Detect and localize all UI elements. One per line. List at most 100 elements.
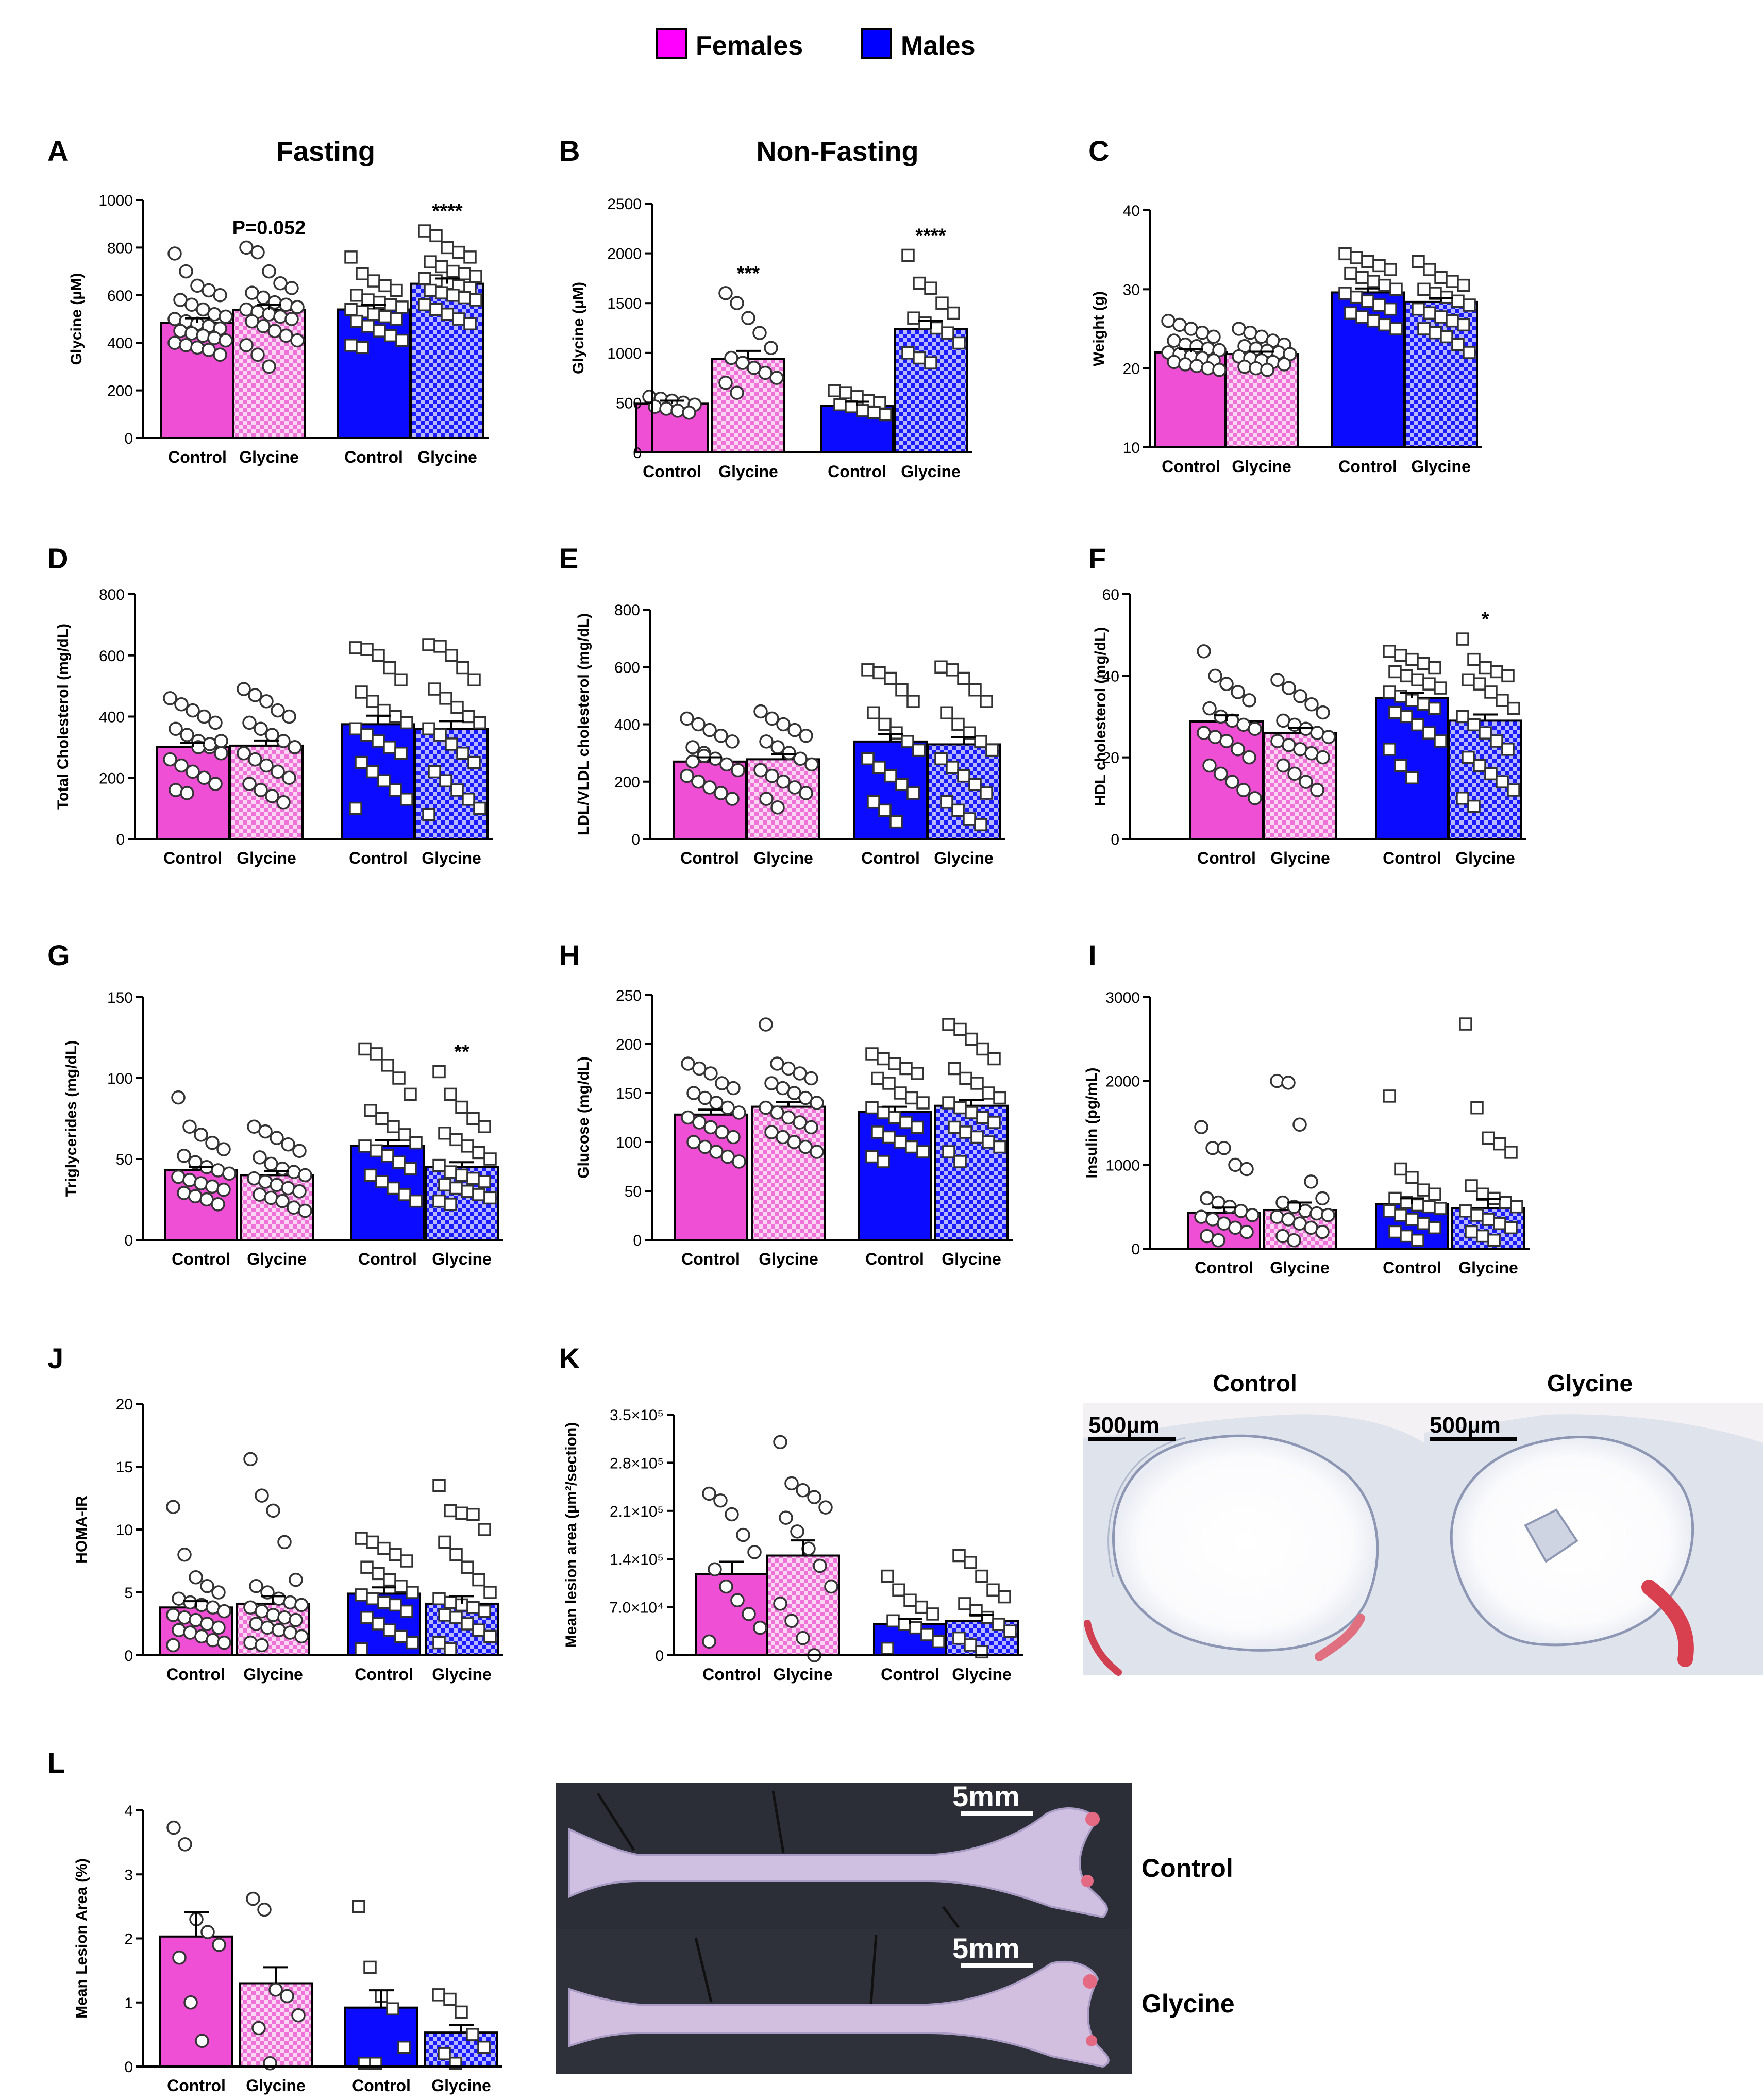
data-point — [1405, 771, 1419, 784]
data-point — [1476, 1187, 1489, 1201]
y-tick-label: 250 — [616, 987, 642, 1004]
panel-label-l: L — [47, 1746, 65, 1779]
data-point — [708, 751, 723, 766]
data-point — [356, 267, 369, 280]
data-point — [865, 1150, 879, 1164]
data-point — [1249, 361, 1263, 376]
data-point — [1417, 1217, 1430, 1230]
panel-label-f: F — [1088, 542, 1106, 575]
y-axis-label: HOMA-IR — [73, 1496, 90, 1564]
data-point — [432, 1988, 445, 2002]
data-point — [702, 1486, 716, 1501]
data-point — [205, 1135, 220, 1150]
y-tick-label: 0 — [655, 1648, 664, 1665]
data-point — [934, 660, 948, 674]
data-point — [770, 740, 785, 754]
x-tick-label: Control — [861, 849, 920, 867]
data-point — [363, 1960, 377, 1974]
data-point — [726, 1130, 741, 1145]
chart-panel-i: I Insulin (pg/mL) 0 1000 2000 3000 Control Glyc… — [1083, 939, 1530, 1277]
data-point — [1457, 278, 1470, 292]
data-point — [1316, 705, 1330, 720]
data-point — [1467, 652, 1481, 666]
data-point — [472, 1623, 485, 1637]
x-tick-label: Glycine — [432, 1250, 492, 1268]
data-point — [344, 250, 358, 264]
data-point — [963, 726, 976, 740]
data-point — [970, 1077, 984, 1090]
x-tick-label: Control — [167, 2076, 226, 2095]
data-point — [441, 308, 454, 321]
data-point — [686, 1086, 701, 1100]
data-point — [1394, 1208, 1407, 1222]
data-point — [1417, 282, 1431, 296]
data-point — [1463, 346, 1476, 359]
data-point — [275, 1162, 290, 1176]
data-point — [1282, 681, 1296, 695]
data-point — [450, 783, 464, 797]
data-point — [691, 717, 706, 732]
x-tick-label: Control — [680, 849, 739, 867]
data-point — [389, 1548, 402, 1561]
data-point — [976, 1042, 989, 1056]
data-point — [461, 1185, 474, 1198]
data-point — [787, 723, 802, 737]
scale-bar-enface-glycine — [961, 1963, 1033, 1968]
data-point — [1428, 701, 1441, 715]
data-point — [1405, 652, 1419, 666]
data-point — [358, 1139, 372, 1153]
panel-label-e: E — [559, 542, 578, 575]
data-point — [940, 795, 953, 809]
data-point — [793, 1115, 807, 1130]
y-axis-label: Glycine (µM) — [570, 282, 587, 374]
data-point — [400, 1604, 413, 1618]
data-point — [730, 296, 744, 310]
data-point — [384, 329, 397, 343]
histology-image-glycine: 500µm — [1424, 1403, 1763, 1675]
data-point — [1277, 357, 1291, 372]
data-point — [1248, 791, 1262, 805]
data-point — [1422, 677, 1436, 691]
data-point — [1383, 645, 1396, 658]
data-point — [1417, 698, 1430, 711]
data-point — [681, 1110, 695, 1125]
y-axis-label: Glycine (µM) — [68, 273, 85, 365]
histology-label-glycine: Glycine — [1547, 1370, 1633, 1397]
scale-bar-label-histology-glycine: 500µm — [1430, 1413, 1501, 1438]
data-point — [257, 1902, 272, 1917]
data-point — [483, 1629, 497, 1643]
data-point — [166, 1820, 181, 1835]
bar-male-glycine — [1404, 300, 1478, 448]
data-point — [1412, 255, 1425, 268]
data-point — [1434, 681, 1447, 695]
data-point — [970, 1130, 984, 1144]
data-point — [432, 1636, 446, 1650]
data-point — [364, 1104, 377, 1117]
data-point — [387, 1120, 400, 1133]
data-point — [993, 1140, 1006, 1154]
panel-label-i: I — [1088, 939, 1097, 971]
data-point — [889, 815, 903, 829]
data-point — [1459, 1204, 1472, 1218]
data-point — [222, 1166, 237, 1181]
scale-bar-histology-glycine — [1430, 1437, 1517, 1441]
legend-swatch-males — [861, 28, 892, 59]
data-point — [1194, 1209, 1208, 1224]
data-point — [903, 1593, 917, 1607]
data-point — [798, 1090, 813, 1105]
data-point — [190, 340, 205, 355]
data-point — [466, 1171, 480, 1185]
y-tick-label: 800 — [614, 602, 640, 619]
data-point — [219, 309, 233, 324]
y-tick-label: 5 — [124, 1585, 133, 1602]
data-point — [212, 1938, 226, 1952]
data-point — [478, 1523, 491, 1536]
data-point — [697, 748, 711, 763]
data-point — [1504, 1146, 1518, 1159]
data-point — [483, 1152, 497, 1166]
data-point — [432, 1158, 446, 1172]
data-point — [901, 248, 915, 262]
data-point — [1394, 1162, 1407, 1176]
data-point — [930, 321, 943, 335]
data-point — [422, 722, 435, 735]
